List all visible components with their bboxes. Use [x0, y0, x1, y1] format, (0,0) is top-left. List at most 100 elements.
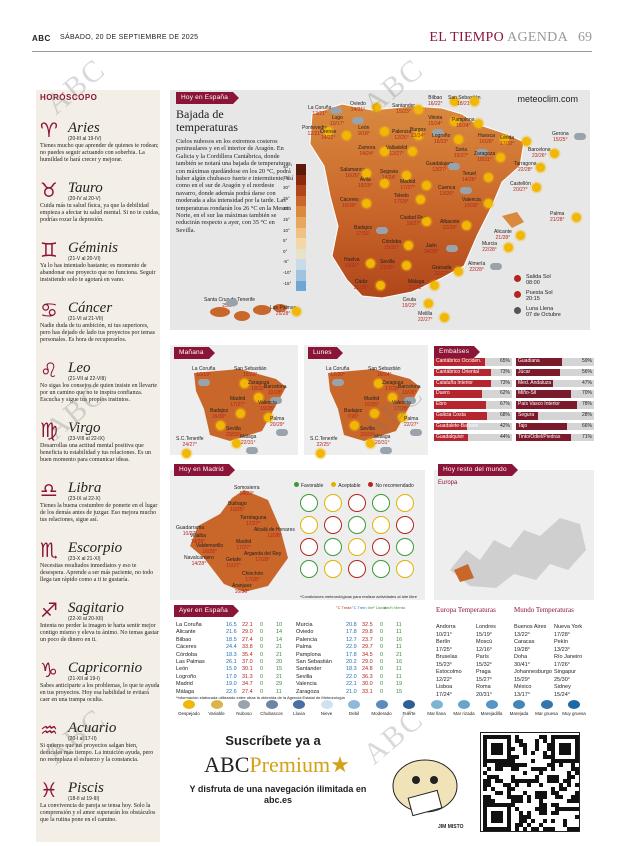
qr-module: [559, 747, 563, 751]
qr-module: [543, 735, 547, 739]
reservoir-value: 59%: [581, 358, 592, 364]
table-row: Córdoba 18.3 35.4 0 21: [176, 652, 292, 660]
qr-module: [523, 815, 527, 819]
table-cell: 15.9: [226, 666, 237, 673]
table-cell: 0: [260, 688, 264, 695]
table-cell: 13/22°: [514, 632, 530, 638]
horoscope-sign: ♌ Leo (21-VII al 22-VIII) No sigas los cons…: [40, 360, 158, 418]
qr-module: [487, 783, 491, 787]
qr-module: [543, 791, 547, 795]
zodiac-symbol-icon: ♊: [40, 238, 58, 262]
city-label: Barcelona 22/28°: [264, 384, 287, 396]
sign-name: Piscis: [68, 780, 104, 796]
qr-module: [483, 827, 487, 831]
city-label: Valencia 17/28°: [392, 400, 411, 412]
city-name: La Coruña: [326, 366, 350, 372]
city-label: La Coruña 12/20°: [326, 366, 350, 378]
table-cell: 13/17°: [514, 692, 530, 698]
qr-module: [539, 795, 543, 799]
table-cell: Valencia: [296, 681, 317, 688]
qr-module: [483, 823, 487, 827]
city-label: Soria 15/27°: [454, 147, 469, 159]
reservoir-value: 71%: [581, 433, 592, 440]
table-cell: 15/24°: [554, 692, 570, 698]
qr-module: [523, 771, 527, 775]
sun-icon: [484, 173, 493, 182]
table-cell: 17/24°: [436, 692, 452, 698]
qr-module: [523, 763, 527, 767]
sun-icon: [342, 131, 351, 140]
zodiac-symbol-icon: ♉: [40, 178, 58, 202]
city-label: Madrid 17/27°: [400, 179, 415, 191]
table-cell: 29: [276, 681, 283, 688]
table-row: Bruselas 15/23° París 15/32°: [436, 654, 514, 668]
qr-module: [571, 799, 575, 803]
qr-module: [511, 755, 515, 759]
qr-module: [499, 811, 503, 815]
qr-module: [487, 735, 491, 739]
city-label: Vitoria 15/24°: [428, 115, 443, 127]
sign-name: Leo: [68, 360, 91, 376]
spain-map-panel: Hoy en España meteoclim.com Bajada de te…: [170, 90, 590, 330]
legend-item: Despejado: [176, 700, 202, 716]
sun-icon: [380, 147, 389, 156]
qr-module: [575, 759, 579, 763]
table-cell: México: [514, 684, 532, 690]
city-temp: 24/29°: [424, 248, 439, 255]
qr-module: [499, 779, 503, 783]
table-row: Oviedo 17.8 29.8 0 11: [296, 629, 412, 637]
header-logo: ABC: [32, 34, 51, 43]
horoscope-title: HORÓSCOPO: [40, 93, 98, 102]
canary-islands: [210, 304, 287, 321]
city-name: Salamanca: [340, 167, 366, 173]
city-name: Oviedo: [350, 101, 366, 107]
city-name: San Sebastián: [368, 366, 401, 372]
qr-module: [495, 763, 499, 767]
zodiac-symbol-icon: ♓: [40, 778, 58, 802]
zodiac-symbol-icon: ♎: [40, 478, 58, 502]
reservoir-value: 73%: [499, 368, 510, 375]
activity-icon: [348, 516, 366, 534]
city-temp: 22/27°: [418, 316, 433, 323]
activity-icon: [300, 538, 318, 556]
qr-module: [519, 823, 523, 827]
reservoir-bar: Miño-Sil: [516, 390, 571, 398]
city-name: Ceuta: [402, 297, 416, 303]
qr-module: [571, 827, 575, 831]
city-temp: 15/31°: [384, 244, 399, 251]
qr-module: [559, 783, 563, 787]
qr-module: [507, 787, 511, 791]
city-label: La Coruña 13/21°: [308, 105, 331, 117]
qr-module: [515, 823, 519, 827]
city-label: Bilbao 16/22°: [428, 95, 443, 107]
activity-icon: [396, 560, 414, 578]
weather-type-icon: [210, 700, 223, 709]
qr-module: [495, 743, 499, 747]
qr-module: [563, 823, 567, 827]
legend-item: Nuboso: [231, 700, 257, 716]
city-label: Salamanca 16/26°: [340, 167, 366, 179]
city-temp: 13/26°: [439, 190, 454, 197]
town-label: Guadarrama 10/27°: [176, 525, 204, 537]
table-cell: 17/28°: [554, 632, 570, 638]
cloud-icon: [330, 107, 342, 114]
table-row: Santander 18.3 24.8 0 11: [296, 666, 412, 674]
city-name: Valencia: [392, 400, 411, 406]
qr-module: [495, 747, 499, 751]
legend-item: Fuerte: [396, 700, 422, 716]
weather-type-icon: [293, 700, 305, 709]
qr-module: [527, 795, 531, 799]
city-label: S.C.Tenerife 24/27°: [176, 436, 204, 448]
town-name: Somosierra: [234, 485, 260, 491]
horoscope-sign: ♐ Sagitario (22-XI al 20-XII) Intenta no pe…: [40, 600, 159, 658]
table-cell: 17.8: [346, 651, 357, 658]
scale-label: 20°: [283, 206, 290, 212]
legend-dot-icon: [294, 482, 299, 487]
qr-code[interactable]: [480, 732, 580, 832]
city-name: Sevilla: [226, 426, 241, 432]
weather-type-icon: [513, 700, 525, 709]
sign-text: Si quieres que tus proyectos salgan bien…: [40, 743, 154, 763]
qr-module: [515, 735, 519, 739]
city-label: Badajoz 17/31°: [354, 225, 372, 237]
town-label: Valdemorillo 16/28°: [196, 543, 223, 555]
